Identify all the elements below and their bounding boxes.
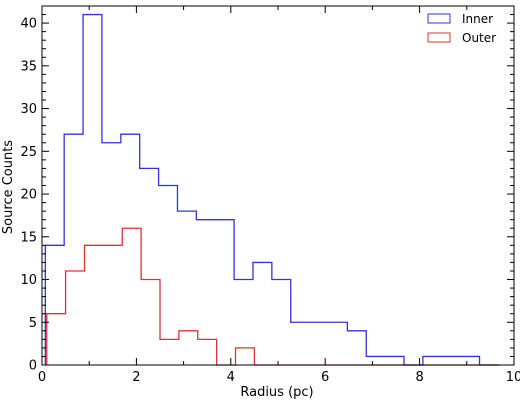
axis-ticks: 0 2 4 6 8 10 0 5 10 15 20 25 30 35 40 — [20, 6, 520, 385]
legend-swatch-inner — [427, 13, 451, 24]
series-outer-step — [46, 227, 500, 366]
y-tick-label: 40 — [20, 17, 37, 32]
legend-label-outer: Outer — [462, 31, 496, 45]
x-axis-label: Radius (pc) — [240, 385, 313, 400]
y-tick-label: 0 — [29, 359, 37, 374]
plot-frame — [41, 5, 515, 366]
y-tick-label: 5 — [29, 316, 37, 331]
y-tick-label: 20 — [20, 188, 37, 203]
y-tick-label: 10 — [20, 273, 37, 288]
plot-area — [44, 13, 500, 366]
legend: Inner Outer — [427, 12, 496, 45]
x-tick-label: 4 — [227, 370, 235, 385]
y-axis-label: Source Counts — [1, 140, 16, 234]
y-tick-label: 30 — [20, 102, 37, 117]
x-tick-label: 0 — [38, 370, 46, 385]
x-tick-label: 2 — [132, 370, 140, 385]
legend-swatch-outer — [427, 32, 451, 43]
x-tick-label: 10 — [506, 370, 520, 385]
series-inner-step — [44, 13, 499, 366]
x-tick-label: 6 — [321, 370, 329, 385]
y-tick-label: 15 — [20, 230, 37, 245]
x-tick-label: 8 — [415, 370, 423, 385]
y-tick-label: 25 — [20, 145, 37, 160]
y-tick-label: 35 — [20, 59, 37, 74]
legend-label-inner: Inner — [462, 12, 493, 26]
